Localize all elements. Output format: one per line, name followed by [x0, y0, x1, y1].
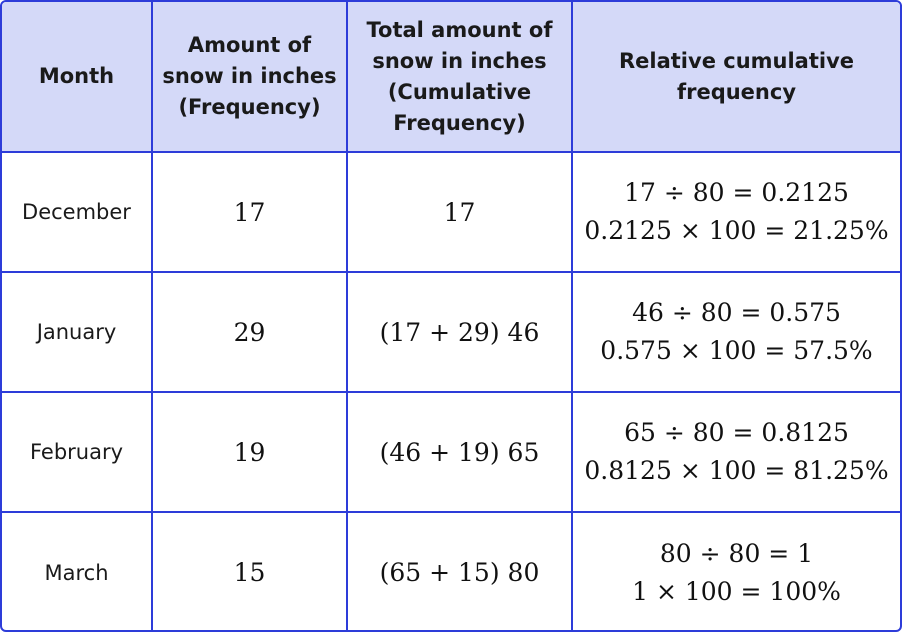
header-cumulative-line: snow in inches [372, 48, 547, 73]
header-cumulative: Total amount of snow in inches (Cumulati… [346, 2, 573, 153]
header-relative-line: frequency [676, 79, 797, 104]
relative-cell: 17 ÷ 80 = 0.2125 0.2125 × 100 = 21.25% [571, 151, 900, 273]
header-cumulative-line: Frequency) [393, 110, 526, 135]
month-cell: December [2, 151, 153, 273]
header-frequency: Amount of snow in inches (Frequency) [151, 2, 348, 153]
cumulative-cell: (65 + 15) 80 [346, 511, 573, 630]
relative-percent: 0.575 × 100 = 57.5% [600, 336, 873, 365]
relative-division: 80 ÷ 80 = 1 [659, 538, 814, 568]
cumulative-cell: (46 + 19) 65 [346, 391, 573, 513]
header-row: Month Amount of snow in inches (Frequenc… [2, 2, 900, 153]
table-row: March 15 (65 + 15) 80 80 ÷ 80 = 1 1 × 10… [2, 511, 900, 630]
header-relative: Relative cumulative frequency [571, 2, 900, 153]
relative-division: 65 ÷ 80 = 0.8125 [624, 418, 849, 447]
header-frequency-line: snow in inches [162, 64, 337, 88]
header-month-line: Month [38, 64, 115, 88]
header-relative-line: Relative cumulative [618, 48, 855, 73]
relative-cell: 80 ÷ 80 = 1 1 × 100 = 100% [571, 511, 900, 630]
frequency-cell: 15 [151, 511, 348, 630]
frequency-cell: 29 [151, 271, 348, 393]
table-row: January 29 (17 + 29) 46 46 ÷ 80 = 0.575 … [2, 271, 900, 393]
header-cumulative-line: (Cumulative [387, 79, 532, 104]
relative-percent: 1 × 100 = 100% [632, 576, 841, 606]
relative-cell: 65 ÷ 80 = 0.8125 0.8125 × 100 = 81.25% [571, 391, 900, 513]
relative-division: 46 ÷ 80 = 0.575 [632, 298, 841, 327]
table-row: February 19 (46 + 19) 65 65 ÷ 80 = 0.812… [2, 391, 900, 513]
month-cell: February [2, 391, 153, 513]
header-cumulative-line: Total amount of [366, 17, 553, 42]
relative-percent: 0.2125 × 100 = 21.25% [584, 216, 889, 245]
header-month: Month [2, 2, 153, 153]
month-cell: March [2, 511, 153, 630]
frequency-cell: 19 [151, 391, 348, 513]
cumulative-cell: 17 [346, 151, 573, 273]
relative-cell: 46 ÷ 80 = 0.575 0.575 × 100 = 57.5% [571, 271, 900, 393]
month-cell: January [2, 271, 153, 393]
table-row: December 17 17 17 ÷ 80 = 0.2125 0.2125 ×… [2, 151, 900, 273]
cumulative-cell: (17 + 29) 46 [346, 271, 573, 393]
frequency-cell: 17 [151, 151, 348, 273]
relative-percent: 0.8125 × 100 = 81.25% [584, 456, 889, 485]
header-frequency-line: (Frequency) [178, 95, 321, 119]
relative-division: 17 ÷ 80 = 0.2125 [624, 178, 849, 207]
header-frequency-line: Amount of [187, 33, 312, 57]
